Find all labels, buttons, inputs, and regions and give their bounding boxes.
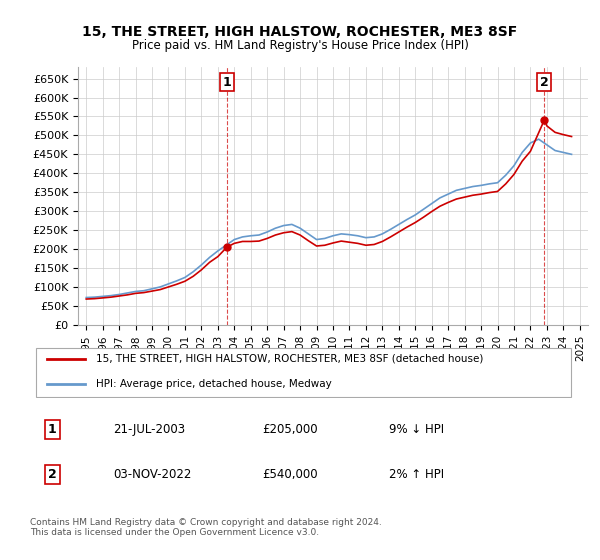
Text: 15, THE STREET, HIGH HALSTOW, ROCHESTER, ME3 8SF (detached house): 15, THE STREET, HIGH HALSTOW, ROCHESTER,…	[96, 354, 484, 364]
Text: 21-JUL-2003: 21-JUL-2003	[113, 423, 185, 436]
Text: 15, THE STREET, HIGH HALSTOW, ROCHESTER, ME3 8SF: 15, THE STREET, HIGH HALSTOW, ROCHESTER,…	[82, 25, 518, 39]
Text: 1: 1	[48, 423, 56, 436]
Text: HPI: Average price, detached house, Medway: HPI: Average price, detached house, Medw…	[96, 379, 332, 389]
Text: Contains HM Land Registry data © Crown copyright and database right 2024.
This d: Contains HM Land Registry data © Crown c…	[30, 518, 382, 538]
Text: 03-NOV-2022: 03-NOV-2022	[113, 468, 191, 481]
Text: £540,000: £540,000	[262, 468, 317, 481]
FancyBboxPatch shape	[35, 348, 571, 396]
Text: Price paid vs. HM Land Registry's House Price Index (HPI): Price paid vs. HM Land Registry's House …	[131, 39, 469, 52]
Text: 2: 2	[48, 468, 56, 481]
Text: £205,000: £205,000	[262, 423, 317, 436]
Text: 2% ↑ HPI: 2% ↑ HPI	[389, 468, 444, 481]
Text: 2: 2	[540, 76, 548, 89]
Text: 1: 1	[223, 76, 231, 89]
Text: 9% ↓ HPI: 9% ↓ HPI	[389, 423, 444, 436]
